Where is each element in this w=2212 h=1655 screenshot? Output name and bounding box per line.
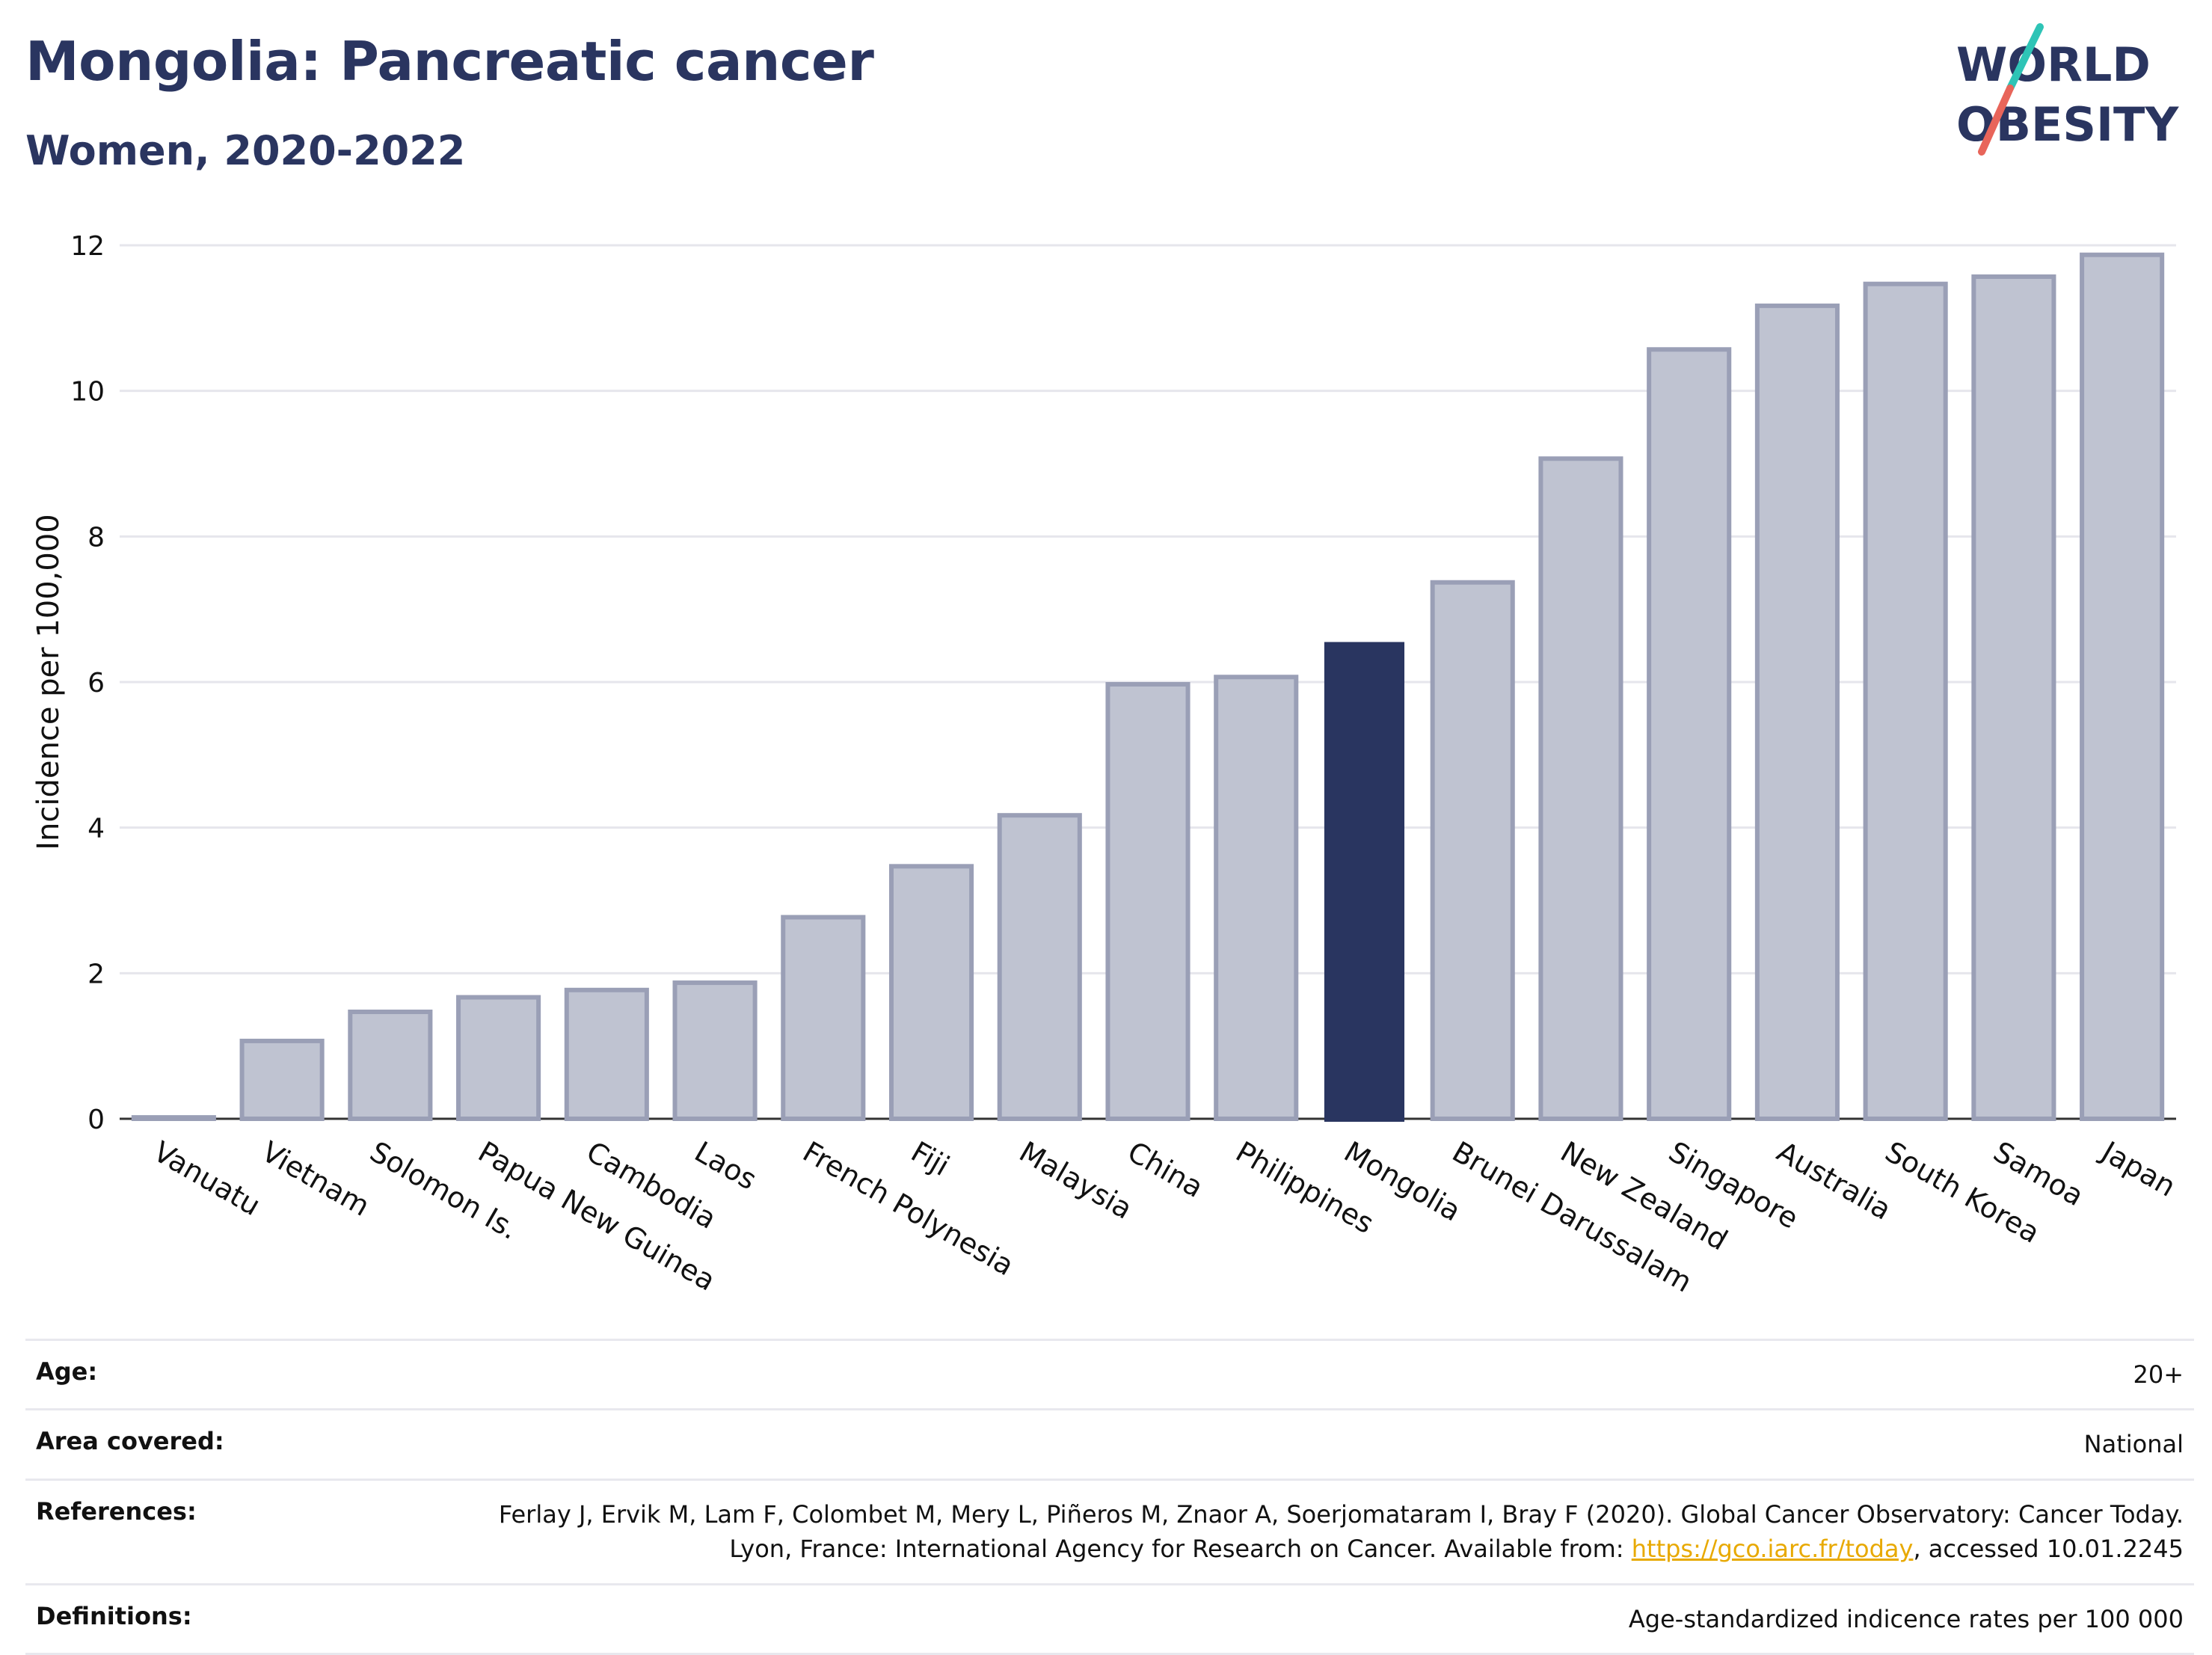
bar-solomon-is- (348, 1010, 433, 1121)
x-tick-label: Malaysia (1014, 1135, 1138, 1226)
bars (131, 252, 2165, 1122)
world-obesity-logo: WORLD OBESITY (1956, 23, 2179, 156)
x-tick-label: Fiji (906, 1135, 955, 1182)
y-tick-label: 12 (70, 231, 105, 262)
meta-value: 20+ (420, 1338, 2194, 1410)
bar-laos (672, 980, 758, 1121)
bar-samoa (1971, 274, 2056, 1121)
bar-singapore (1647, 347, 1732, 1121)
y-tick-label: 6 (87, 668, 105, 698)
bar-vanuatu (131, 1115, 216, 1121)
bar-malaysia (997, 813, 1082, 1121)
metadata-table: Age: 20+ Area covered: National Referenc… (25, 1338, 2194, 1655)
bar-philippines (1214, 675, 1299, 1121)
meta-value: National (420, 1408, 2194, 1480)
x-tick-label: China (1122, 1135, 1209, 1204)
y-axis-title: Incidence per 100,000 (31, 514, 66, 850)
x-tick-label: Vanuatu (148, 1135, 266, 1222)
references-link[interactable]: https://gco.iarc.fr/today (1631, 1535, 1914, 1564)
bar-vietnam (239, 1038, 325, 1122)
meta-value: Age-standardized indicence rates per 100… (420, 1582, 2194, 1655)
meta-key: Age: (25, 1338, 420, 1410)
x-tick-label: Vietnam (256, 1135, 375, 1223)
references-text: Ferlay J, Ervik M, Lam F, Colombet M, Me… (498, 1499, 2184, 1564)
y-tick-label: 2 (87, 959, 105, 989)
meta-row-area: Area covered: National (25, 1408, 2194, 1480)
y-tick-label: 8 (87, 522, 105, 553)
x-tick-label: Japan (2095, 1134, 2181, 1203)
bar-french-polynesia (781, 915, 866, 1121)
meta-row-definitions: Definitions: Age-standardized indicence … (25, 1582, 2194, 1655)
y-tick-label: 0 (87, 1105, 105, 1135)
x-tick-label: French Polynesia (797, 1135, 1019, 1283)
bar-papua-new-guinea (456, 995, 541, 1121)
bar-mongolia (1324, 642, 1405, 1122)
bar-cambodia (564, 987, 649, 1122)
logo-line1: WORLD (1956, 37, 2151, 92)
meta-key: References: (25, 1478, 420, 1585)
y-axis-ticks: 0 2 4 6 8 10 12 (70, 231, 105, 1135)
y-tick-label: 4 (87, 814, 105, 844)
page-title: Mongolia: Pancreatic cancer (25, 30, 874, 93)
meta-row-references: References: Ferlay J, Ervik M, Lam F, Co… (25, 1478, 2194, 1585)
bar-china (1105, 682, 1191, 1121)
references-suffix: , accessed 10.01.2245 (1913, 1535, 2184, 1564)
y-tick-label: 10 (70, 377, 105, 408)
bar-new-zealand (1538, 456, 1623, 1121)
logo-slash-top (2006, 23, 2044, 92)
bar-brunei-darussalam (1430, 580, 1515, 1121)
bar-fiji (888, 864, 974, 1122)
meta-key: Area covered: (25, 1408, 420, 1480)
meta-row-age: Age: 20+ (25, 1338, 2194, 1410)
bar-australia (1754, 303, 1840, 1121)
meta-key: Definitions: (25, 1582, 420, 1655)
bar-japan (2080, 252, 2165, 1122)
meta-value-references: Ferlay J, Ervik M, Lam F, Colombet M, Me… (420, 1478, 2194, 1585)
x-tick-label: Laos (689, 1135, 763, 1197)
page-subtitle: Women, 2020-2022 (25, 127, 466, 174)
logo-slash-bottom (1978, 85, 2014, 156)
bar-south-korea (1863, 281, 1948, 1122)
